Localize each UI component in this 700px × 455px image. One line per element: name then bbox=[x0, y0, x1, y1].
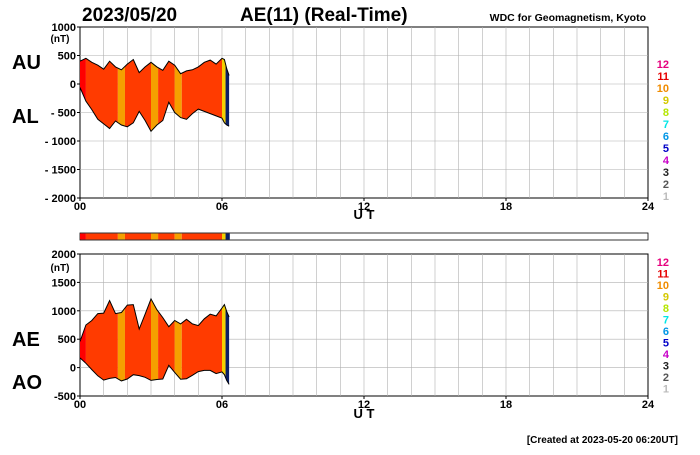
au-al-y-tick-label: 1000 bbox=[52, 22, 76, 34]
au-al-band bbox=[222, 58, 226, 132]
au-al-band bbox=[117, 58, 125, 132]
ae-ao-x-axis: 00 06 12 18 24 bbox=[74, 396, 655, 411]
ae-ao-y-tick-label: 1000 bbox=[52, 306, 76, 318]
ae-ao-y-tick-label: 2000 bbox=[52, 249, 76, 261]
ae-ao-y-tick-label: 0 bbox=[70, 363, 76, 375]
au-al-y-tick-label: - 1500 bbox=[45, 165, 76, 177]
al-series-line bbox=[79, 87, 230, 133]
au-al-y-tick-label: 0 bbox=[70, 79, 76, 91]
station-count-label: 12 bbox=[657, 59, 669, 71]
al-label: AL bbox=[12, 106, 39, 128]
au-al-x-label: U T bbox=[354, 207, 375, 222]
au-series-line bbox=[79, 57, 230, 76]
station-count-label: 10 bbox=[657, 280, 669, 292]
station-bar-segments bbox=[80, 233, 230, 240]
ae-ao-x-tick-label: 06 bbox=[216, 399, 228, 411]
ae-ao-y-tick-label: 1500 bbox=[52, 277, 76, 289]
station-count-label: 7 bbox=[663, 119, 669, 131]
au-al-band bbox=[151, 58, 159, 132]
station-count-label: 11 bbox=[657, 71, 669, 83]
station-count-label: 8 bbox=[663, 107, 669, 119]
au-al-unit-label: (nT) bbox=[51, 34, 70, 45]
au-al-x-tick-label: 06 bbox=[216, 201, 228, 213]
station-count-label: 3 bbox=[663, 361, 669, 373]
ae-ao-band bbox=[151, 298, 159, 385]
station-count-label: 7 bbox=[663, 315, 669, 327]
station-bar-segment bbox=[117, 233, 125, 240]
station-bar-segment bbox=[225, 233, 230, 240]
station-count-label: 4 bbox=[663, 155, 670, 167]
au-al-x-tick-label: 12 bbox=[358, 201, 370, 213]
main-title: AE(11) (Real-Time) bbox=[240, 5, 408, 26]
ae-ao-band bbox=[222, 298, 226, 385]
station-bar-segment bbox=[85, 233, 118, 240]
au-al-band bbox=[174, 58, 182, 132]
station-count-label: 5 bbox=[663, 338, 669, 350]
au-al-y-tick-label: 500 bbox=[58, 51, 76, 63]
au-al-y-axis: 1000 500 0 - 500 - 1000 - 1500 - 2000 bbox=[45, 22, 80, 205]
station-count-label: 3 bbox=[663, 167, 669, 179]
station-count-label: 6 bbox=[663, 131, 669, 143]
station-bar-segment bbox=[222, 233, 226, 240]
station-count-label: 9 bbox=[663, 292, 669, 304]
station-color-bar bbox=[79, 232, 649, 241]
ae-ao-band bbox=[117, 298, 125, 385]
station-bar-segment bbox=[158, 233, 175, 240]
ae-ao-y-tick-label: 500 bbox=[58, 334, 76, 346]
au-al-x-tick-label: 18 bbox=[500, 201, 512, 213]
ae-ao-x-tick-label: 00 bbox=[74, 399, 86, 411]
station-count-label: 9 bbox=[663, 95, 669, 107]
ao-label: AO bbox=[12, 372, 42, 394]
ae-ao-x-tick-label: 12 bbox=[358, 399, 370, 411]
station-count-label: 1 bbox=[663, 191, 669, 203]
source-label: WDC for Geomagnetism, Kyoto bbox=[490, 12, 646, 24]
ae-ao-grid bbox=[80, 254, 648, 396]
au-al-x-tick-label: 00 bbox=[74, 201, 86, 213]
station-count-label: 11 bbox=[657, 269, 669, 281]
station-bar-segment bbox=[151, 233, 159, 240]
au-al-band bbox=[225, 58, 230, 132]
ae-ao-band bbox=[174, 298, 182, 385]
ae-label: AE bbox=[12, 329, 40, 351]
au-al-grid bbox=[80, 27, 648, 198]
station-count-label: 4 bbox=[663, 349, 670, 361]
station-count-label: 10 bbox=[657, 83, 669, 95]
ae-ao-lines bbox=[79, 297, 230, 385]
au-al-y-tick-label: - 500 bbox=[51, 108, 76, 120]
au-al-y-tick-label: - 1000 bbox=[45, 136, 76, 148]
ae-ao-band bbox=[225, 298, 230, 385]
station-count-label: 5 bbox=[663, 143, 669, 155]
station-count-label: 12 bbox=[657, 257, 669, 269]
station-count-label: 8 bbox=[663, 303, 669, 315]
au-al-x-tick-label: 24 bbox=[642, 201, 655, 213]
station-count-label: 2 bbox=[663, 372, 669, 384]
station-bar-segment bbox=[174, 233, 182, 240]
ae-ao-unit-label: (nT) bbox=[51, 263, 70, 274]
ae-ao-y-tick-label: -500 bbox=[54, 391, 76, 403]
station-count-label: 6 bbox=[663, 326, 669, 338]
ao-series-line bbox=[79, 357, 230, 385]
ae-ao-x-label: U T bbox=[354, 406, 375, 421]
au-al-x-axis: 00 06 12 18 24 bbox=[74, 198, 655, 213]
date-title: 2023/05/20 bbox=[82, 5, 177, 26]
ae-ao-y-axis: 2000 1500 1000 500 0 -500 bbox=[52, 249, 80, 403]
station-count-label: 1 bbox=[663, 384, 669, 396]
station-bar-segment bbox=[181, 233, 222, 240]
ae-ao-band bbox=[80, 298, 86, 385]
au-label: AU bbox=[12, 52, 41, 74]
station-bar-segment bbox=[124, 233, 151, 240]
au-al-y-tick-label: - 2000 bbox=[45, 193, 76, 205]
created-timestamp: [Created at 2023-05-20 06:20UT] bbox=[527, 435, 678, 446]
ae-series-line bbox=[79, 297, 230, 342]
station-count-label: 2 bbox=[663, 179, 669, 191]
station-bar-segment bbox=[80, 233, 86, 240]
au-al-lines bbox=[79, 57, 230, 133]
ae-ao-x-tick-label: 24 bbox=[642, 399, 655, 411]
ae-ao-x-tick-label: 18 bbox=[500, 399, 512, 411]
